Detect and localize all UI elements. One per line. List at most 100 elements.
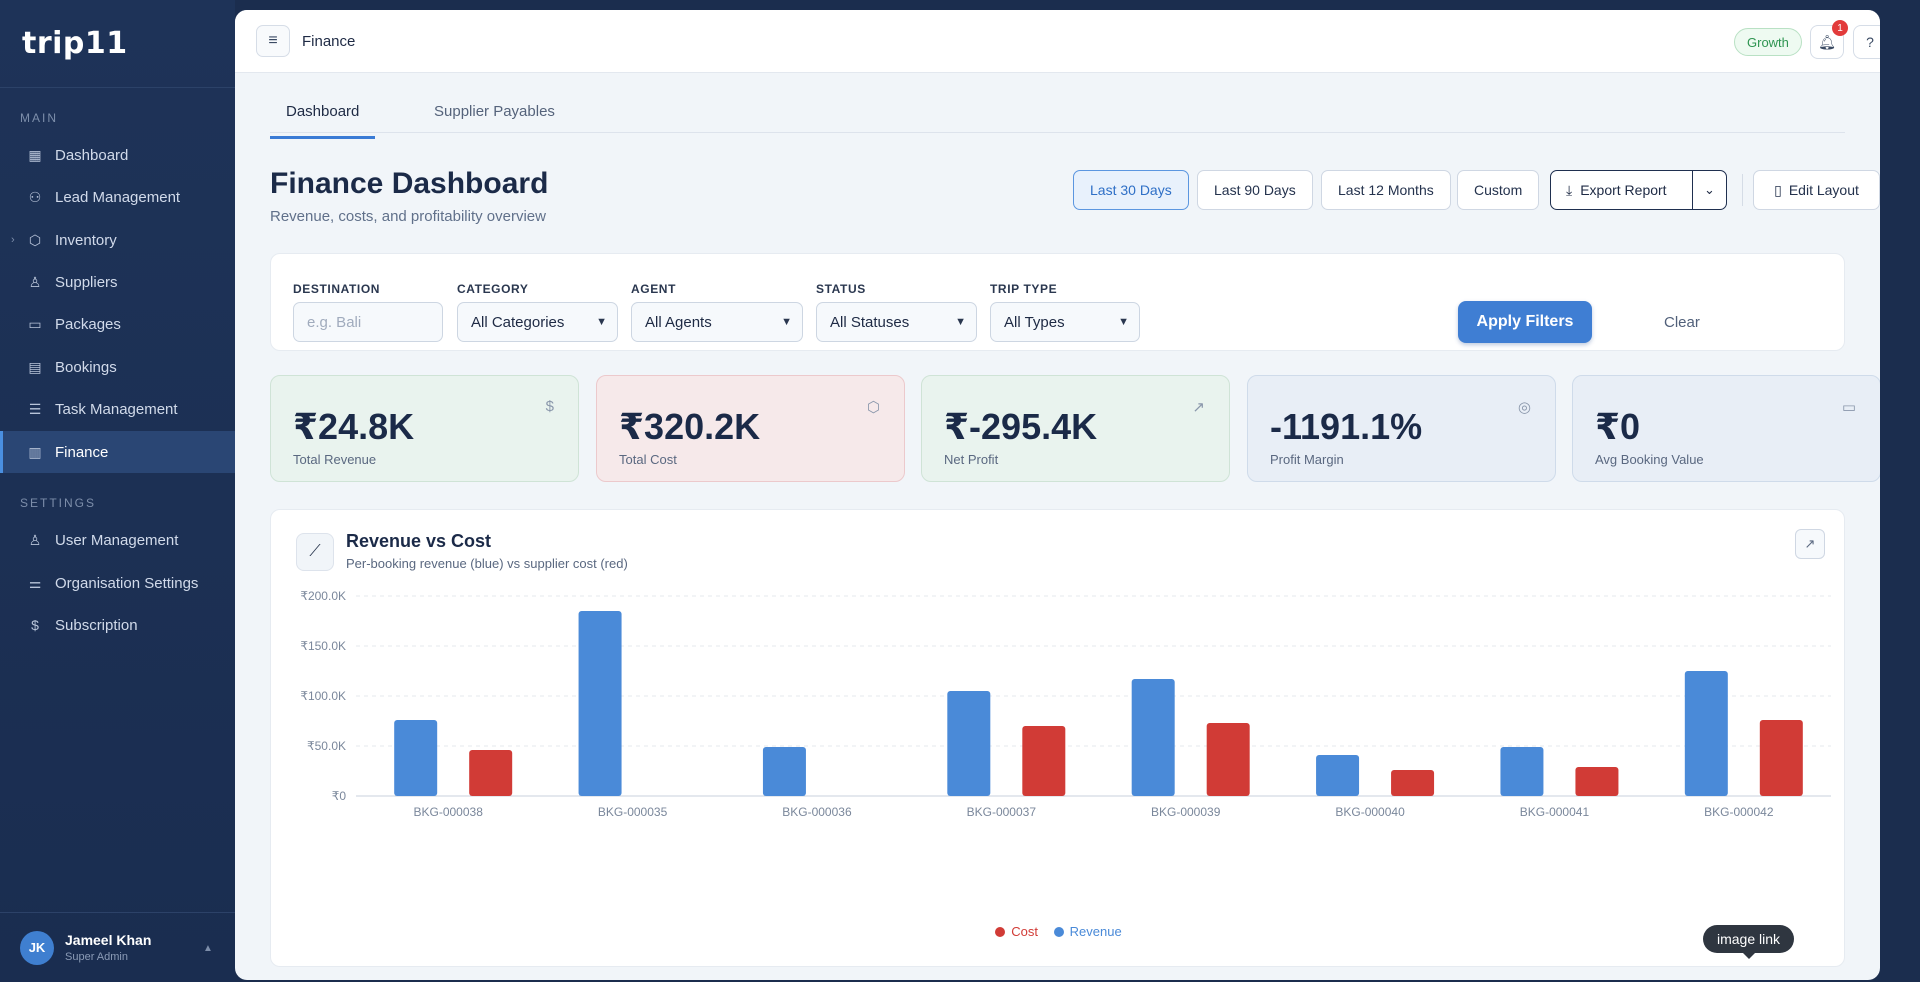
export-options-dropdown[interactable]: ⌄ xyxy=(1693,182,1726,198)
y-tick-label: ₹150.0K xyxy=(300,639,346,653)
kpi-value: ₹0 xyxy=(1595,406,1641,447)
expand-icon: ↗ xyxy=(1804,536,1816,551)
sidebar-item-user-management[interactable]: ♙ User Management xyxy=(0,519,235,561)
chart-legend: Cost Revenue xyxy=(271,924,1846,939)
bar-revenue-bkg-000035[interactable] xyxy=(578,611,622,796)
hamburger-icon: ≡ xyxy=(268,32,278,49)
help-icon: ? xyxy=(1866,34,1874,50)
agent-select[interactable]: All Agents ▼ xyxy=(631,302,803,342)
legend-item-revenue[interactable]: Revenue xyxy=(1051,924,1125,939)
y-tick-label: ₹100.0K xyxy=(300,689,346,703)
kpi-card-total-cost: ₹320.2K Total Cost ⬡ xyxy=(596,375,905,482)
user-icon: ♙ xyxy=(28,273,42,290)
sidebar-item-label: Packages xyxy=(55,315,121,333)
bar-revenue-bkg-000041[interactable] xyxy=(1500,747,1544,796)
sidebar-item-bookings[interactable]: ▤ Bookings xyxy=(0,346,235,388)
trip-type-select[interactable]: All Types ▼ xyxy=(990,302,1140,342)
dollar-icon: $ xyxy=(31,617,39,633)
sidebar-item-label: Lead Management xyxy=(55,188,181,206)
help-button[interactable]: ? xyxy=(1853,25,1880,59)
clear-filters-button[interactable]: Clear xyxy=(1664,314,1700,331)
bar-revenue-bkg-000036[interactable] xyxy=(762,747,806,796)
dollar-icon: $ xyxy=(545,398,554,415)
bar-cost-bkg-000039[interactable] xyxy=(1206,723,1250,796)
menu-toggle-button[interactable]: ≡ xyxy=(256,25,290,57)
tab-supplier-payables[interactable]: Supplier Payables xyxy=(434,103,555,120)
bar-cost-bkg-000041[interactable] xyxy=(1575,767,1619,796)
x-tick-label: BKG-000035 xyxy=(598,805,668,819)
box-icon: ⬡ xyxy=(28,231,42,248)
bar-cost-bkg-000040[interactable] xyxy=(1391,770,1435,796)
legend-swatch-cost xyxy=(995,927,1006,937)
sidebar-item-label: Organisation Settings xyxy=(55,574,199,592)
sidebar-item-dashboard[interactable]: ▦ Dashboard xyxy=(0,134,235,176)
box-icon: ⬡ xyxy=(866,399,880,416)
kpi-card-total-revenue: ₹24.8K Total Revenue $ xyxy=(270,375,579,482)
section-label-main: MAIN xyxy=(20,111,58,125)
kpi-label: Avg Booking Value xyxy=(1595,452,1704,467)
main-panel: ≡ Finance Growth 🔔︎ 1 ? Dashboard Suppli… xyxy=(235,10,1880,980)
user-profile[interactable]: JK Jameel Khan Super Admin ▲ xyxy=(0,912,235,982)
sidebar-item-packages[interactable]: ▭ Packages xyxy=(0,303,235,345)
sidebar-item-inventory[interactable]: › ⬡ Inventory xyxy=(0,219,235,261)
top-bar: ≡ Finance Growth 🔔︎ 1 ? xyxy=(235,10,1880,73)
sidebar-item-task-management[interactable]: ☰ Task Management xyxy=(0,388,235,430)
download-icon: ⤓ xyxy=(1566,181,1573,198)
export-report-button[interactable]: ⤓ Export Report ⌄ xyxy=(1550,170,1727,210)
sidebar-item-finance[interactable]: ▥ Finance xyxy=(0,431,235,473)
legend-item-cost[interactable]: Cost xyxy=(992,924,1041,939)
bar-cost-bkg-000042[interactable] xyxy=(1759,720,1803,796)
kpi-label: Total Revenue xyxy=(293,452,377,467)
bar-cost-bkg-000038[interactable] xyxy=(469,750,513,796)
bar-revenue-bkg-000042[interactable] xyxy=(1684,671,1728,796)
brand-logo[interactable]: trip11 xyxy=(22,26,128,61)
plan-badge[interactable]: Growth xyxy=(1734,28,1802,56)
category-select[interactable]: All Categories ▼ xyxy=(457,302,618,342)
sidebar-item-suppliers[interactable]: ♙ Suppliers xyxy=(0,261,235,303)
bar-chart-icon: ▥ xyxy=(28,443,42,460)
kpi-card-avg-booking-value: ₹0 Avg Booking Value ▭ xyxy=(1572,375,1880,482)
sliders-icon: ⚌ xyxy=(28,574,42,591)
kpi-value: ₹-295.4K xyxy=(944,406,1098,447)
destination-input[interactable]: e.g. Bali xyxy=(293,302,443,342)
section-label-settings: SETTINGS xyxy=(20,496,97,510)
kpi-card-net-profit: ₹-295.4K Net Profit ↗ xyxy=(921,375,1230,482)
chevron-down-icon: ▼ xyxy=(1118,316,1129,328)
status-select[interactable]: All Statuses ▼ xyxy=(816,302,977,342)
expand-chart-button[interactable]: ↗ xyxy=(1795,529,1825,559)
range-last-12-months-button[interactable]: Last 12 Months xyxy=(1321,170,1451,210)
bar-revenue-bkg-000040[interactable] xyxy=(1316,755,1360,796)
sidebar-item-lead-management[interactable]: ⚇ Lead Management xyxy=(0,176,235,218)
revenue-cost-bar-chart: ₹0 ₹50.0K ₹100.0K ₹150.0K ₹200.0K BKG-000038 B… xyxy=(300,589,1831,819)
range-last-90-days-button[interactable]: Last 90 Days xyxy=(1197,170,1313,210)
y-tick-label: ₹0 xyxy=(332,789,347,803)
toolbar-divider xyxy=(1742,174,1743,206)
legend-swatch-revenue xyxy=(1053,927,1064,937)
sidebar-item-organisation-settings[interactable]: ⚌ Organisation Settings xyxy=(0,562,235,604)
chevron-up-icon[interactable]: ▲ xyxy=(203,943,213,954)
sidebar-divider xyxy=(0,87,235,88)
notifications-button[interactable]: 🔔︎ 1 xyxy=(1810,20,1848,59)
tab-bar: Dashboard Supplier Payables xyxy=(270,80,1845,139)
bar-revenue-bkg-000037[interactable] xyxy=(947,691,991,796)
bar-revenue-bkg-000039[interactable] xyxy=(1131,679,1175,796)
x-tick-label: BKG-000039 xyxy=(1151,805,1221,819)
chevron-right-icon[interactable]: › xyxy=(11,234,15,246)
filter-label-destination: DESTINATION xyxy=(293,282,381,296)
tab-dashboard[interactable]: Dashboard xyxy=(270,103,376,139)
revenue-vs-cost-card: ⟋ Revenue vs Cost Per-booking revenue (b… xyxy=(270,509,1845,967)
legend-label-cost: Cost xyxy=(1011,924,1039,939)
user-icon: ♙ xyxy=(28,531,42,548)
kpi-label: Total Cost xyxy=(619,452,677,467)
bar-cost-bkg-000037[interactable] xyxy=(1022,726,1066,796)
clipboard-icon: ▯ xyxy=(1774,181,1782,198)
range-last-30-days-button[interactable]: Last 30 Days xyxy=(1073,170,1189,210)
sidebar-item-label: Dashboard xyxy=(55,146,129,164)
user-name: Jameel Khan xyxy=(65,932,152,948)
range-custom-button[interactable]: Custom xyxy=(1457,170,1540,210)
apply-filters-button[interactable]: Apply Filters xyxy=(1458,301,1592,343)
chevron-down-icon: ⌄ xyxy=(1704,182,1715,197)
sidebar-item-subscription[interactable]: $ Subscription xyxy=(0,604,235,646)
bar-revenue-bkg-000038[interactable] xyxy=(394,720,438,796)
edit-layout-button[interactable]: ▯ Edit Layout xyxy=(1753,170,1880,210)
